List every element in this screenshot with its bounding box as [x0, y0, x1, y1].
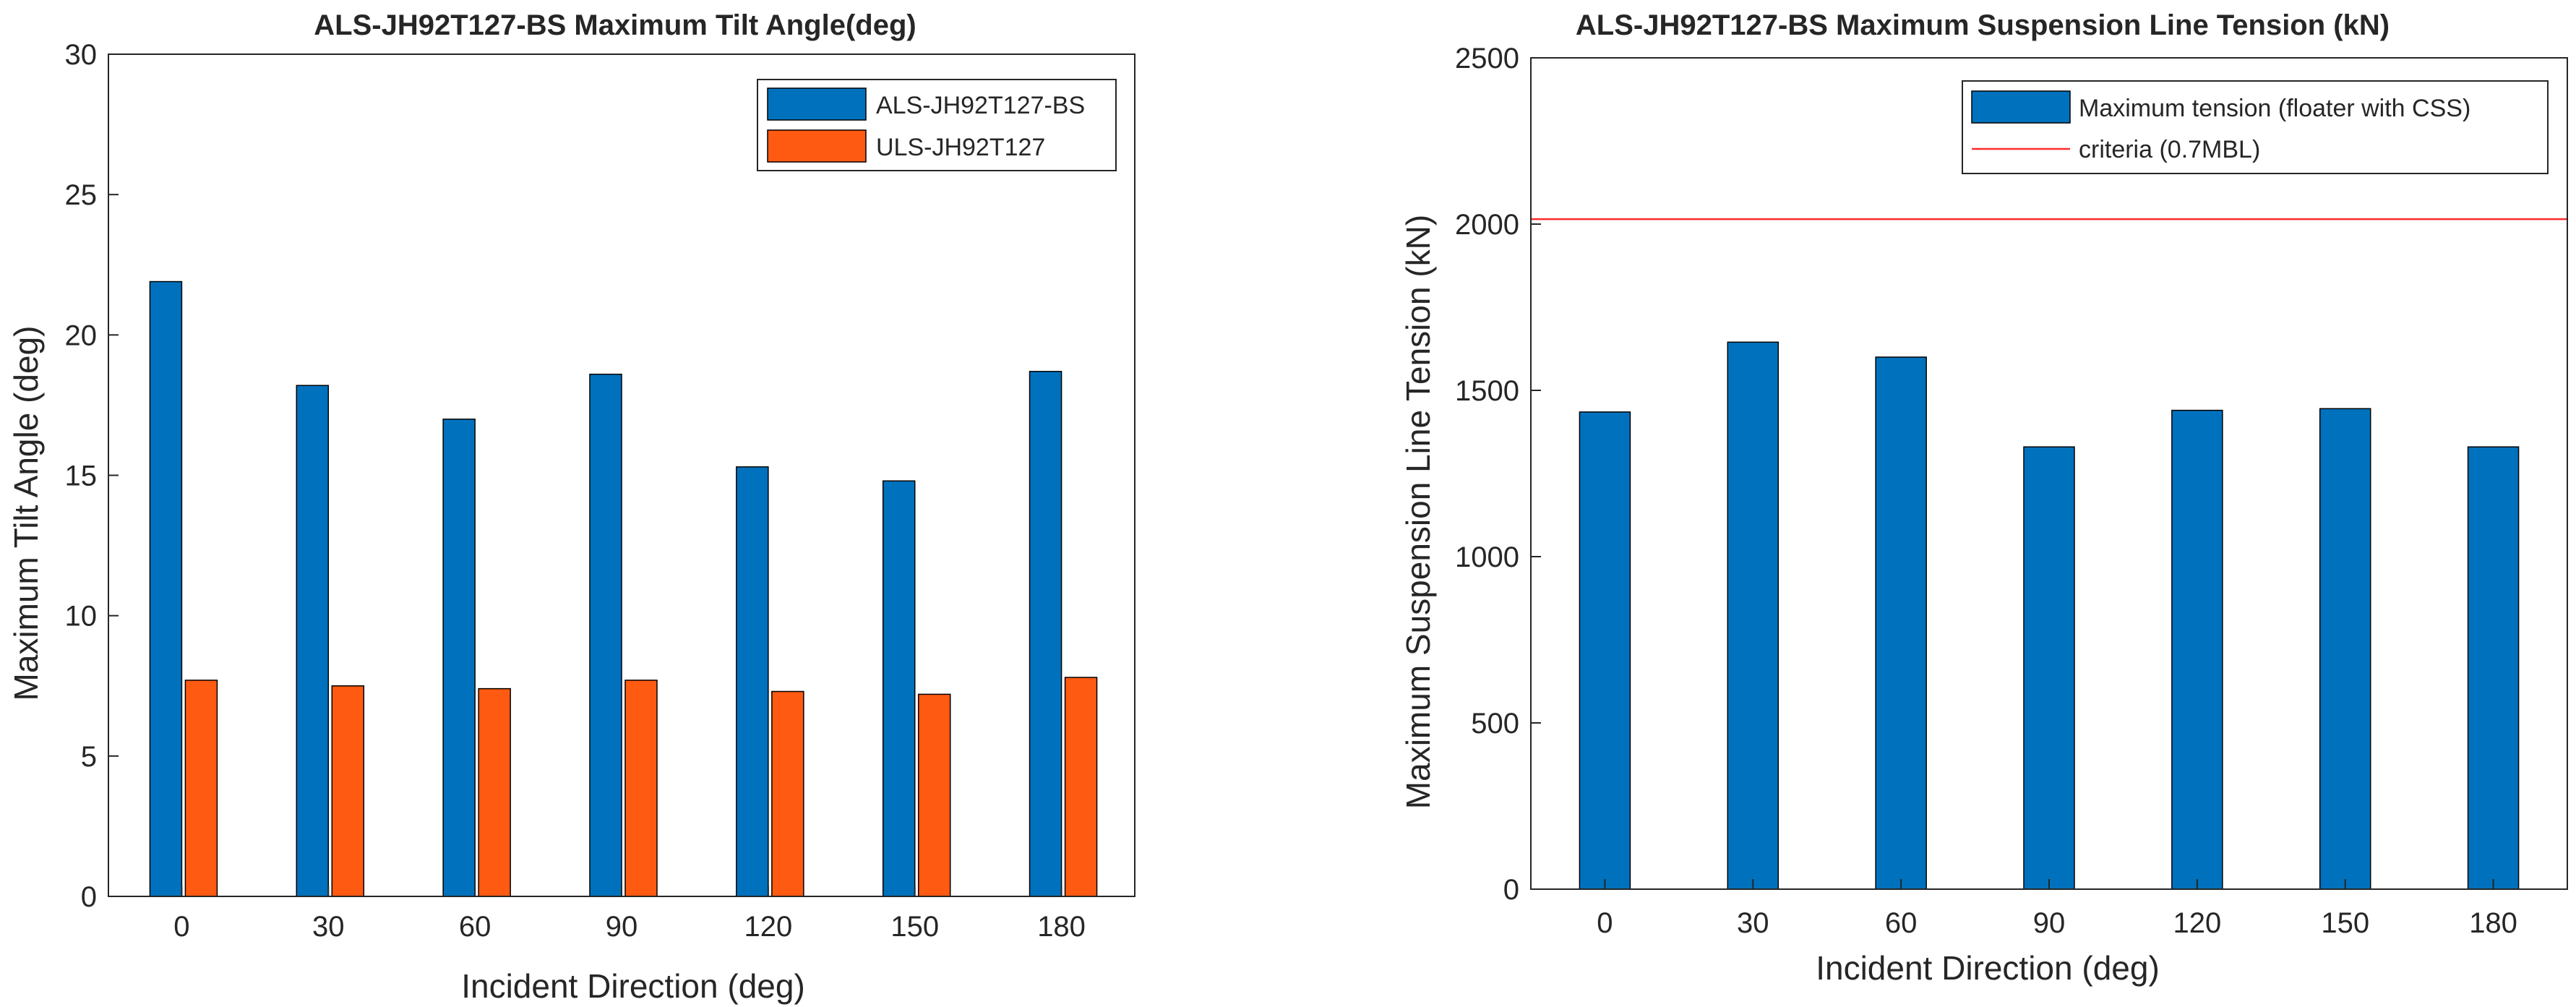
chart-title: ALS-JH92T127-BS Maximum Tilt Angle(deg): [314, 9, 916, 41]
bar-uls-jh92t127-30: [331, 685, 365, 897]
bar-uls-jh92t127-120: [771, 690, 804, 897]
x-ticks: 0 30 60 90 120 150 180: [1597, 879, 2517, 939]
y-axis-label: Maximum Suspension Line Tension (kN): [1399, 215, 1437, 809]
bar-als-jh92t127-bs-90: [589, 373, 622, 897]
legend-label-tension: Maximum tension (floater with CSS): [2079, 95, 2470, 122]
y-tick-label: 15: [65, 460, 98, 492]
x-tick-label: 30: [312, 911, 345, 943]
bar-als-jh92t127-bs-30: [296, 385, 330, 897]
x-tick-label: 0: [1597, 907, 1613, 939]
y-ticks: 0 500 1000 1500 2000 2500: [1455, 43, 1541, 906]
x-tick-label: 60: [1885, 907, 1918, 939]
x-tick-label: 30: [1737, 907, 1769, 939]
y-tick-label: 20: [65, 320, 98, 351]
y-tick-label: 0: [81, 881, 97, 913]
plot-area: [149, 280, 1098, 897]
bar-uls-jh92t127-180: [1064, 677, 1098, 897]
bar-maximum-tension-floater-with-css--180: [2467, 446, 2520, 890]
bar-als-jh92t127-bs-0: [149, 280, 183, 897]
x-tick-label: 0: [173, 911, 189, 943]
legend: ALS-JH92T127-BS ULS-JH92T127: [757, 79, 1117, 171]
bar-maximum-tension-floater-with-css--120: [2171, 409, 2223, 890]
bar-maximum-tension-floater-with-css--150: [2319, 408, 2371, 890]
x-tick-label: 150: [2321, 907, 2369, 939]
y-tick-label: 5: [81, 741, 97, 773]
y-ticks: 0 5 10 15 20 25 30: [65, 39, 119, 913]
x-tick-label: 90: [2033, 907, 2066, 939]
y-tick-label: 1500: [1455, 375, 1519, 407]
chart-title: ALS-JH92T127-BS Maximum Suspension Line …: [1576, 9, 2390, 41]
x-tick-label: 120: [744, 911, 792, 943]
bar-uls-jh92t127-90: [624, 680, 658, 897]
y-tick-label: 30: [65, 39, 98, 71]
x-axis-label: Incident Direction (deg): [461, 967, 805, 1005]
suspension-tension-chart: ALS-JH92T127-BS Maximum Suspension Line …: [1399, 9, 2568, 987]
y-tick-label: 25: [65, 179, 98, 211]
x-tick-label: 120: [2173, 907, 2221, 939]
x-tick-label: 90: [606, 911, 638, 943]
x-ticks: 0 30 60 90 120 150 180: [173, 886, 1086, 943]
bar-als-jh92t127-bs-180: [1029, 371, 1062, 897]
bar-als-jh92t127-bs-60: [442, 419, 476, 897]
legend-swatch-tension: [1971, 90, 2071, 124]
legend-label-als: ALS-JH92T127-BS: [876, 92, 1085, 119]
y-tick-label: 0: [1503, 874, 1519, 906]
x-axis-label: Incident Direction (deg): [1816, 949, 2160, 987]
bar-maximum-tension-floater-with-css--0: [1579, 411, 1631, 890]
legend-swatch-als: [767, 87, 867, 121]
x-tick-label: 60: [459, 911, 491, 943]
x-tick-label: 180: [2469, 907, 2517, 939]
plot-area: [1531, 218, 2567, 890]
legend: Maximum tension (floater with CSS) crite…: [1962, 80, 2549, 174]
y-axis-label: Maximum Tilt Angle (deg): [7, 326, 45, 701]
bar-maximum-tension-floater-with-css--90: [2023, 446, 2075, 890]
bar-maximum-tension-floater-with-css--30: [1727, 341, 1779, 890]
bar-als-jh92t127-bs-150: [882, 480, 916, 897]
y-tick-label: 2500: [1455, 43, 1519, 74]
bar-maximum-tension-floater-with-css--60: [1875, 356, 1927, 890]
tilt-angle-chart: ALS-JH92T127-BS Maximum Tilt Angle(deg) …: [7, 9, 1135, 1005]
y-tick-label: 500: [1471, 708, 1519, 740]
legend-label-uls: ULS-JH92T127: [876, 134, 1045, 161]
y-tick-label: 1000: [1455, 541, 1519, 573]
x-tick-label: 150: [890, 911, 939, 943]
x-tick-label: 180: [1037, 911, 1086, 943]
bar-als-jh92t127-bs-120: [736, 466, 769, 897]
bar-uls-jh92t127-150: [917, 693, 951, 897]
y-tick-label: 2000: [1455, 209, 1519, 241]
bar-uls-jh92t127-0: [184, 680, 218, 897]
bar-uls-jh92t127-60: [478, 687, 511, 897]
legend-label-criteria: criteria (0.7MBL): [2079, 136, 2260, 163]
y-tick-label: 10: [65, 601, 98, 633]
legend-swatch-uls: [767, 129, 867, 163]
